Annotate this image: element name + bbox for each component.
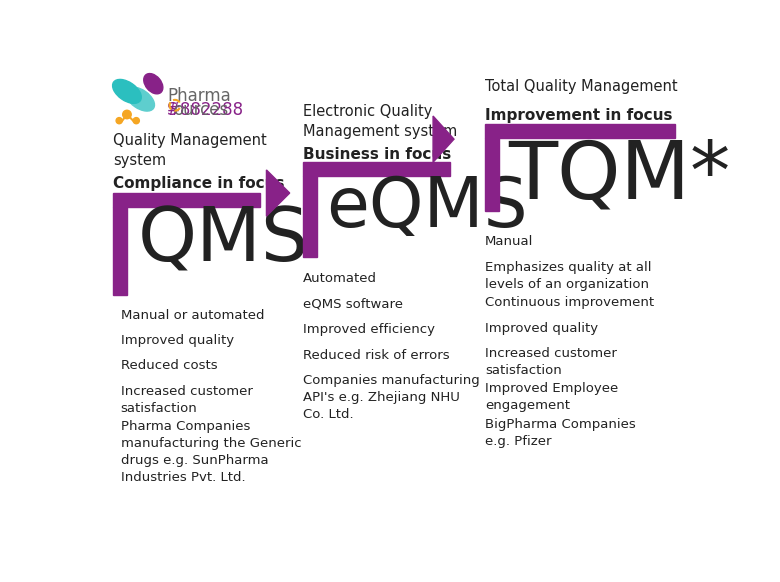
Ellipse shape	[126, 87, 154, 111]
Text: TQM*: TQM*	[509, 137, 731, 215]
Text: Manual: Manual	[485, 235, 534, 249]
Bar	[485, 124, 675, 137]
Circle shape	[122, 110, 131, 119]
Ellipse shape	[112, 79, 141, 104]
Text: Improved quality: Improved quality	[121, 334, 234, 347]
Text: Pharma: Pharma	[167, 87, 231, 105]
Text: Quality Management
system: Quality Management system	[113, 133, 267, 168]
Bar	[303, 162, 450, 176]
Circle shape	[116, 118, 122, 124]
Text: #882288: #882288	[167, 101, 244, 119]
Bar	[303, 176, 317, 257]
Polygon shape	[267, 170, 289, 216]
Text: Pharma Companies
manufacturing the Generic
drugs e.g. SunPharma
Industries Pvt. : Pharma Companies manufacturing the Gener…	[121, 420, 301, 484]
Text: Continuous improvement: Continuous improvement	[485, 296, 654, 309]
Text: Reduced risk of errors: Reduced risk of errors	[303, 349, 449, 361]
Text: Electronic Quality
Management system: Electronic Quality Management system	[303, 105, 457, 139]
Text: Manual or automated: Manual or automated	[121, 308, 264, 321]
Text: QMS: QMS	[138, 205, 310, 278]
Text: Automated: Automated	[303, 272, 377, 285]
Text: Improvement in focus: Improvement in focus	[485, 108, 672, 123]
Ellipse shape	[144, 73, 163, 94]
Text: Compliance in focus: Compliance in focus	[113, 176, 285, 191]
Text: Improved Employee
engagement: Improved Employee engagement	[485, 382, 619, 413]
Bar	[113, 193, 261, 207]
Text: S: S	[167, 101, 178, 119]
Bar	[485, 137, 499, 211]
Text: Improved quality: Improved quality	[485, 322, 598, 335]
Text: BigPharma Companies
e.g. Pfizer: BigPharma Companies e.g. Pfizer	[485, 418, 636, 448]
Text: Reduced costs: Reduced costs	[121, 359, 218, 372]
Bar	[113, 207, 127, 296]
Text: Improved efficiency: Improved efficiency	[303, 323, 435, 336]
Text: Increased customer
satisfaction: Increased customer satisfaction	[485, 347, 617, 377]
Text: ources: ources	[172, 101, 228, 119]
Text: eQMS software: eQMS software	[303, 298, 403, 311]
Text: Increased customer
satisfaction: Increased customer satisfaction	[121, 385, 253, 415]
Text: Emphasizes quality at all
levels of an organization: Emphasizes quality at all levels of an o…	[485, 261, 651, 291]
Text: Business in focus: Business in focus	[303, 147, 451, 162]
Text: Companies manufacturing
API's e.g. Zhejiang NHU
Co. Ltd.: Companies manufacturing API's e.g. Zheji…	[303, 374, 480, 421]
Polygon shape	[433, 116, 454, 162]
Text: Total Quality Management: Total Quality Management	[485, 79, 678, 94]
Circle shape	[133, 118, 140, 124]
Text: eQMS: eQMS	[326, 174, 528, 241]
